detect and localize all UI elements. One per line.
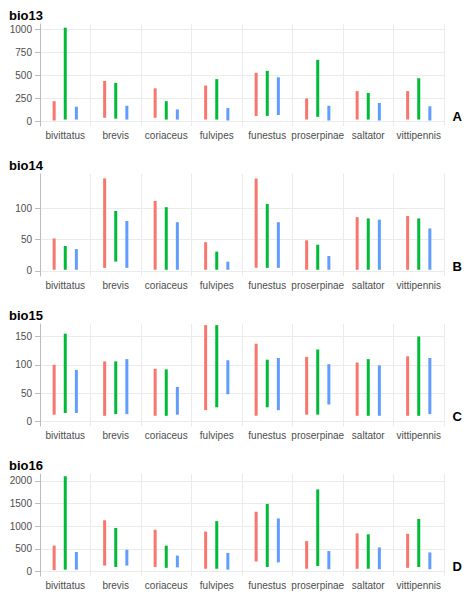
svg-text:0: 0	[26, 116, 32, 127]
svg-text:1000: 1000	[10, 24, 33, 35]
svg-text:C: C	[453, 409, 463, 424]
svg-text:500: 500	[15, 70, 32, 81]
svg-text:funestus: funestus	[248, 280, 286, 291]
svg-text:fulvipes: fulvipes	[200, 580, 234, 591]
svg-text:brevis: brevis	[102, 130, 129, 141]
svg-text:bio14: bio14	[9, 158, 44, 173]
svg-text:bio16: bio16	[9, 458, 43, 473]
svg-text:500: 500	[15, 543, 32, 554]
svg-text:proserpinae: proserpinae	[291, 430, 344, 441]
svg-text:100: 100	[15, 203, 32, 214]
svg-text:2000: 2000	[10, 475, 33, 486]
svg-text:saltator: saltator	[352, 130, 385, 141]
svg-text:proserpinae: proserpinae	[291, 580, 344, 591]
svg-text:1000: 1000	[10, 521, 33, 532]
svg-text:A: A	[453, 109, 463, 124]
svg-text:funestus: funestus	[248, 580, 286, 591]
svg-text:250: 250	[15, 93, 32, 104]
svg-text:B: B	[453, 259, 462, 274]
svg-text:proserpinae: proserpinae	[291, 280, 344, 291]
svg-text:brevis: brevis	[102, 280, 129, 291]
svg-text:0: 0	[26, 416, 32, 427]
svg-text:bivittatus: bivittatus	[46, 280, 85, 291]
svg-text:fulvipes: fulvipes	[200, 130, 234, 141]
svg-text:bivittatus: bivittatus	[46, 430, 85, 441]
svg-text:bio15: bio15	[9, 308, 43, 323]
svg-text:brevis: brevis	[102, 580, 129, 591]
svg-text:bivittatus: bivittatus	[46, 580, 85, 591]
svg-text:fulvipes: fulvipes	[200, 280, 234, 291]
svg-text:proserpinae: proserpinae	[291, 130, 344, 141]
svg-text:saltator: saltator	[352, 580, 385, 591]
svg-text:coriaceus: coriaceus	[145, 430, 188, 441]
svg-text:vittipennis: vittipennis	[397, 130, 441, 141]
svg-text:vittipennis: vittipennis	[397, 580, 441, 591]
svg-text:funestus: funestus	[248, 130, 286, 141]
svg-text:100: 100	[15, 359, 32, 370]
svg-text:D: D	[453, 559, 462, 574]
svg-text:150: 150	[15, 331, 32, 342]
svg-text:bivittatus: bivittatus	[46, 130, 85, 141]
svg-text:750: 750	[15, 47, 32, 58]
svg-text:fulvipes: fulvipes	[200, 430, 234, 441]
svg-text:vittipennis: vittipennis	[397, 280, 441, 291]
svg-text:vittipennis: vittipennis	[397, 430, 441, 441]
svg-text:0: 0	[26, 265, 32, 276]
svg-text:coriaceus: coriaceus	[145, 130, 188, 141]
svg-text:bio13: bio13	[9, 8, 43, 23]
svg-text:coriaceus: coriaceus	[145, 580, 188, 591]
svg-text:coriaceus: coriaceus	[145, 280, 188, 291]
svg-text:funestus: funestus	[248, 430, 286, 441]
svg-text:brevis: brevis	[102, 430, 129, 441]
svg-text:1500: 1500	[10, 498, 33, 509]
svg-text:saltator: saltator	[352, 430, 385, 441]
svg-text:50: 50	[21, 388, 33, 399]
svg-text:saltator: saltator	[352, 280, 385, 291]
svg-text:50: 50	[21, 234, 33, 245]
svg-text:0: 0	[26, 566, 32, 577]
